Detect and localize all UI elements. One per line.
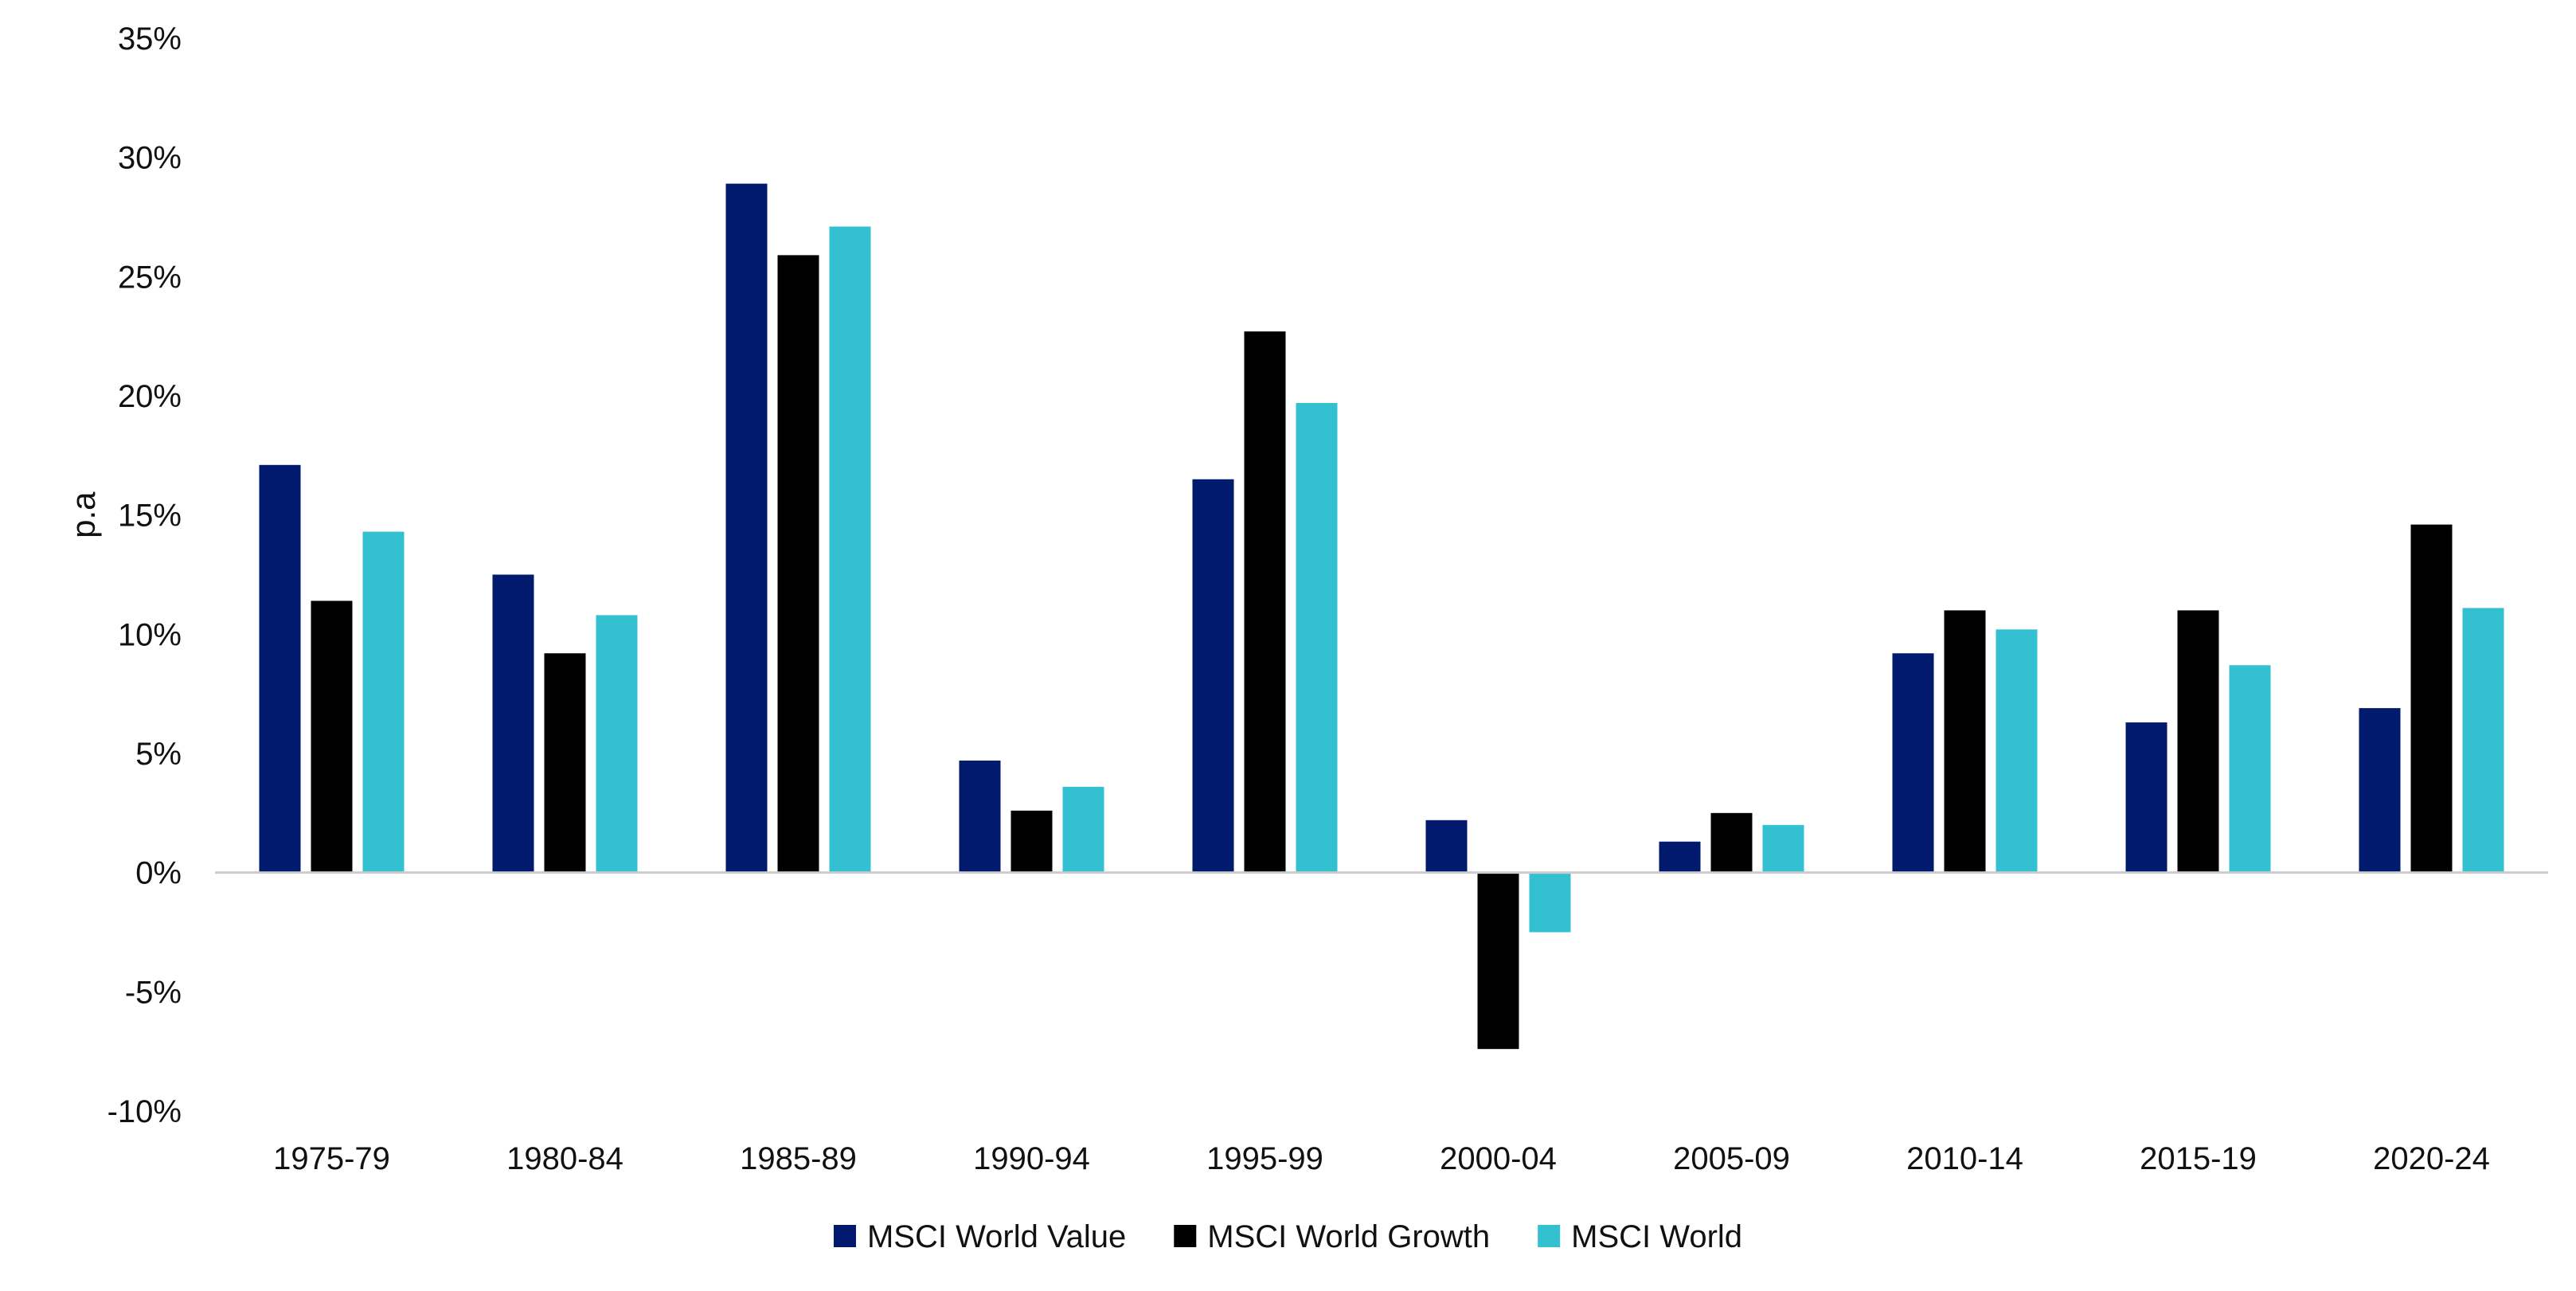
legend-swatch: [833, 1225, 856, 1247]
y-tick-label: 0%: [135, 856, 182, 891]
bar: [1996, 629, 2038, 873]
bar: [2410, 524, 2453, 873]
legend-item: MSCI World Growth: [1174, 1219, 1490, 1254]
legend-item: MSCI World Value: [833, 1219, 1126, 1254]
bar: [1296, 402, 1338, 873]
x-tick-label: 2000-04: [1440, 1141, 1557, 1176]
bar: [1010, 810, 1053, 873]
legend-label: MSCI World Value: [867, 1219, 1126, 1254]
bar: [311, 601, 353, 873]
bar: [259, 464, 301, 873]
y-tick-label: 30%: [118, 141, 182, 176]
x-tick-label: 2020-24: [2373, 1141, 2490, 1176]
x-tick-label: 2005-09: [1673, 1141, 1790, 1176]
bar: [596, 615, 638, 873]
y-tick-label: -5%: [125, 975, 182, 1010]
y-tick-label: 35%: [118, 22, 182, 57]
x-tick-label: 2015-19: [2140, 1141, 2257, 1176]
bar: [1710, 812, 1753, 873]
legend-item: MSCI World: [1538, 1219, 1742, 1254]
bar: [1762, 824, 1804, 873]
y-tick-label: 15%: [118, 499, 182, 534]
legend-swatch: [1174, 1225, 1197, 1247]
bar: [2359, 708, 2401, 873]
bar: [1425, 820, 1468, 873]
y-axis-ticks: -10% -5% 0% 5% 10% 15% 20% 25% 30% 35%: [107, 22, 182, 1129]
bar: [777, 255, 819, 873]
x-axis-categories: 1975-79 1980-84 1985-89 1990-94 1995-99 2000-…: [273, 1141, 2490, 1176]
x-tick-label: 1975-79: [273, 1141, 390, 1176]
bar: [725, 183, 768, 873]
bars: [259, 183, 2504, 1050]
y-axis-title: p.a: [64, 491, 102, 538]
y-tick-label: 10%: [118, 617, 182, 652]
x-tick-label: 1990-94: [973, 1141, 1090, 1176]
bar: [1892, 653, 1934, 873]
bar: [1529, 872, 1571, 933]
bar: [829, 226, 871, 873]
legend-swatch: [1538, 1225, 1561, 1247]
bar: [2177, 610, 2219, 873]
bar: [1062, 786, 1104, 873]
bar: [2125, 722, 2168, 873]
y-tick-label: 5%: [135, 737, 182, 772]
y-tick-label: 20%: [118, 379, 182, 414]
x-tick-label: 1980-84: [506, 1141, 623, 1176]
bar: [492, 574, 534, 873]
bar: [1244, 331, 1286, 873]
y-tick-label: -10%: [107, 1094, 182, 1129]
bar: [1192, 479, 1234, 873]
bar: [2462, 608, 2504, 873]
y-tick-label: 25%: [118, 260, 182, 295]
x-tick-label: 1985-89: [740, 1141, 857, 1176]
bar: [362, 531, 405, 873]
bar: [2229, 665, 2271, 873]
legend: MSCI World Value MSCI World Growth MSCI Wo…: [833, 1219, 1742, 1254]
bar: [1944, 610, 1986, 873]
x-tick-label: 1995-99: [1206, 1141, 1323, 1176]
legend-label: MSCI World Growth: [1207, 1219, 1490, 1254]
bar: [1477, 872, 1519, 1050]
legend-label: MSCI World: [1571, 1219, 1742, 1254]
bar: [959, 760, 1001, 873]
bar: [1659, 841, 1701, 873]
bar: [544, 653, 586, 873]
x-tick-label: 2010-14: [1906, 1141, 2023, 1176]
